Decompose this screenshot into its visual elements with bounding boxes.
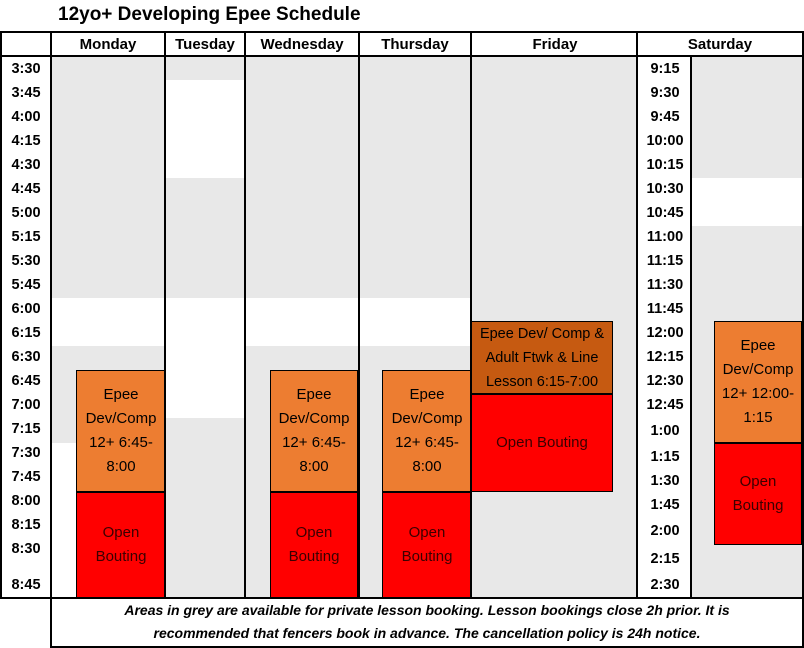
monday-bottom-left-white [52, 443, 76, 598]
grid-line-wednesday-end [358, 31, 360, 599]
saturday-time-label: 9:15 [650, 61, 680, 77]
saturday-time-label: 11:00 [646, 229, 684, 245]
saturday-time-label: 12:15 [646, 349, 684, 365]
time-label: 5:00 [11, 205, 41, 221]
grid-line-left [0, 31, 2, 599]
saturday-open-bouting-block: Open Bouting [714, 443, 802, 545]
header-monday: Monday [79, 35, 137, 53]
saturday-time-label: 10:00 [646, 133, 684, 149]
saturday-time-label: 1:15 [650, 449, 680, 465]
grid-line-thursday-end [470, 31, 472, 599]
thursday-open-bouting-block: Open Bouting [382, 492, 472, 598]
tuesday-available-area-mid [166, 178, 244, 298]
saturday-time-label: 11:30 [646, 277, 684, 293]
tuesday-available-area-top [166, 56, 244, 80]
grid-line-page-bottom [50, 646, 804, 648]
time-label: 8:45 [11, 577, 41, 593]
time-label: 6:00 [11, 301, 41, 317]
footer-note: Areas in grey are available for private … [124, 602, 730, 641]
saturday-time-label: 11:45 [646, 301, 684, 317]
time-label: 5:30 [11, 253, 41, 269]
header-friday: Friday [532, 35, 578, 53]
time-label: 4:45 [11, 181, 41, 197]
thursday-gap [360, 298, 470, 346]
time-label: 7:15 [11, 421, 41, 437]
time-label: 4:30 [11, 157, 41, 173]
tuesday-available-area-low [166, 418, 244, 598]
monday-open-bouting-block: Open Bouting [76, 492, 166, 598]
monday-class-block: Epee Dev/Comp 12+ 6:45- 8:00 [76, 370, 166, 492]
saturday-time-label: 11:15 [646, 253, 684, 269]
time-label: 7:45 [11, 469, 41, 485]
grid-line-monday-end [164, 31, 166, 599]
header-tuesday: Tuesday [175, 35, 235, 53]
saturday-time-label: 9:30 [650, 85, 680, 101]
saturday-time-label: 1:00 [650, 423, 680, 439]
wednesday-gap [246, 298, 358, 346]
thursday-class-block: Epee Dev/Comp 12+ 6:45- 8:00 [382, 370, 472, 492]
grid-line-top [0, 31, 804, 33]
saturday-time-label: 2:15 [650, 551, 680, 567]
friday-open-bouting-block: Open Bouting [471, 394, 613, 492]
time-label: 6:45 [11, 373, 41, 389]
time-label: 4:15 [11, 133, 41, 149]
wednesday-open-bouting-block: Open Bouting [270, 492, 358, 598]
saturday-time-label: 1:45 [650, 497, 680, 513]
tuesday-gap [166, 346, 244, 418]
time-label: 5:45 [11, 277, 41, 293]
saturday-class-block: Epee Dev/Comp 12+ 12:00- 1:15 [714, 321, 802, 443]
saturday-time-label: 2:00 [650, 523, 680, 539]
friday-lesson-block: Epee Dev/ Comp & Adult Ftwk & Line Lesso… [471, 321, 613, 394]
grid-line-time-col [50, 31, 52, 648]
saturday-time-label: 10:30 [646, 181, 684, 197]
time-label: 3:30 [11, 61, 41, 77]
saturday-available-area-top [692, 56, 802, 178]
header-saturday: Saturday [687, 35, 753, 53]
saturday-time-label: 12:30 [646, 373, 684, 389]
time-label: 8:30 [11, 541, 41, 557]
grid-line-saturday-times [690, 56, 692, 599]
grid-line-right [802, 31, 804, 648]
saturday-time-label: 1:30 [650, 473, 680, 489]
grid-line-tuesday-end [244, 31, 246, 599]
grid-line-header-bottom [0, 55, 804, 57]
saturday-time-label: 12:00 [646, 325, 684, 341]
header-thursday: Thursday [381, 35, 449, 53]
time-label: 7:00 [11, 397, 41, 413]
saturday-time-label: 12:45 [646, 397, 684, 413]
saturday-time-label: 10:15 [646, 157, 684, 173]
saturday-time-label: 10:45 [646, 205, 684, 221]
time-label: 3:45 [11, 85, 41, 101]
header-wednesday: Wednesday [260, 35, 344, 53]
time-label: 6:15 [11, 325, 41, 341]
time-label: 7:30 [11, 445, 41, 461]
time-label: 8:15 [11, 517, 41, 533]
monday-gap [52, 298, 164, 346]
time-label: 8:00 [11, 493, 41, 509]
time-label: 5:15 [11, 229, 41, 245]
wednesday-class-block: Epee Dev/Comp 12+ 6:45- 8:00 [270, 370, 358, 492]
saturday-time-label: 2:30 [650, 577, 680, 593]
saturday-time-label: 9:45 [650, 109, 680, 125]
grid-line-friday-end [636, 31, 638, 599]
page-title: 12yo+ Developing Epee Schedule [58, 4, 361, 25]
time-label: 4:00 [11, 109, 41, 125]
grid-line-table-bottom [0, 597, 804, 599]
time-label: 6:30 [11, 349, 41, 365]
